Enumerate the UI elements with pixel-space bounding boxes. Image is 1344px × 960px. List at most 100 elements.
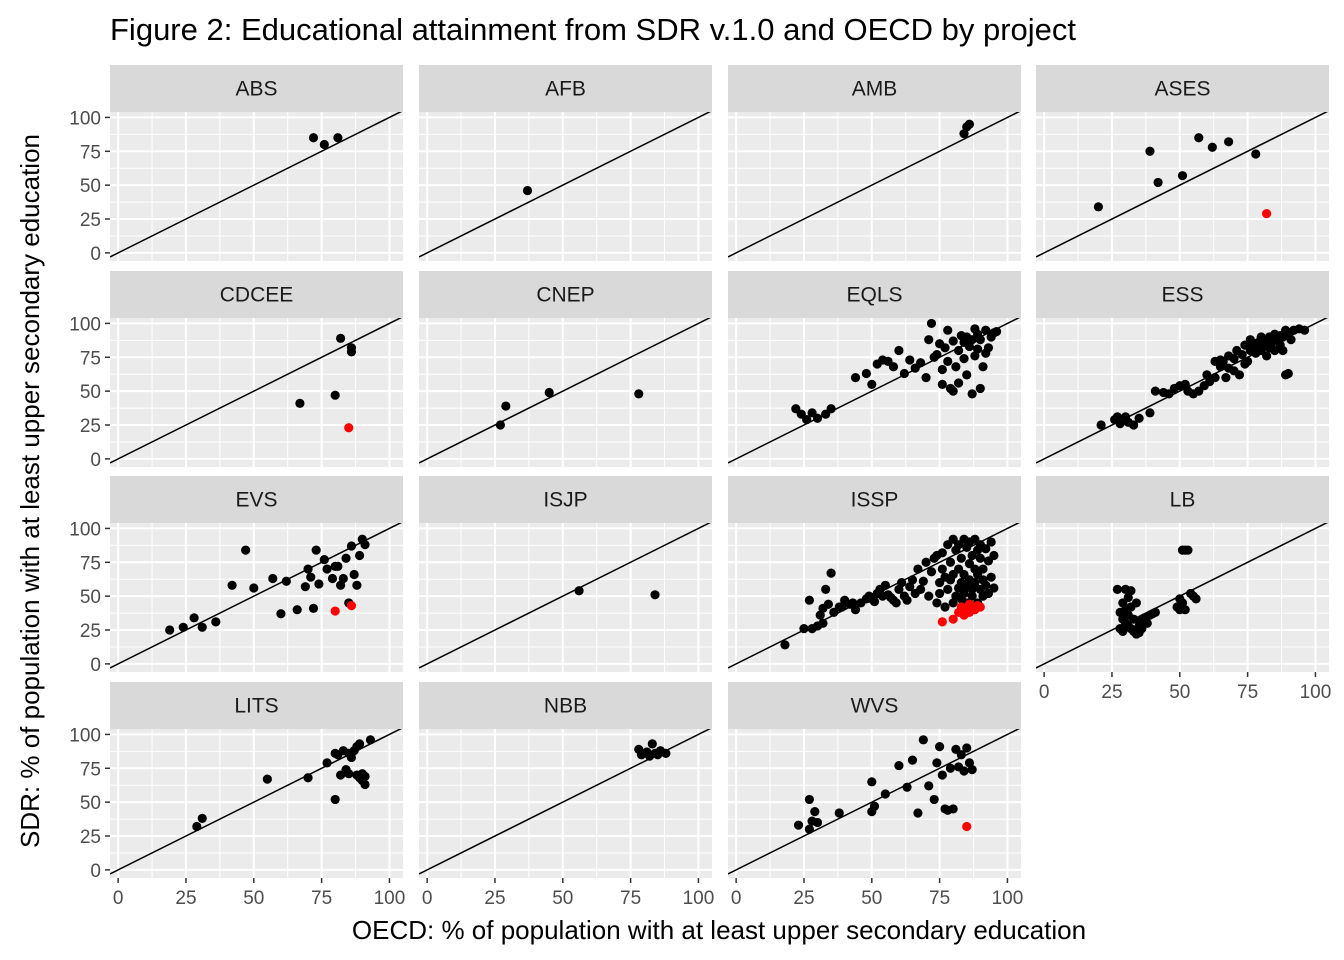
- data-point: [322, 564, 332, 574]
- data-point: [352, 580, 362, 590]
- y-tick-label: 25: [80, 416, 101, 437]
- data-point: [981, 325, 991, 335]
- x-tick-label: 25: [175, 888, 196, 909]
- reference-line: [419, 523, 711, 669]
- reference-line: [419, 318, 711, 464]
- data-point: [211, 617, 221, 627]
- data-point: [1262, 351, 1272, 361]
- facet-label-issp: ISSP: [851, 489, 899, 512]
- facet-label-ess: ESS: [1161, 284, 1203, 307]
- data-point: [1191, 594, 1201, 604]
- data-point: [1115, 419, 1125, 429]
- data-point: [826, 404, 836, 414]
- data-point: [1142, 618, 1152, 628]
- data-point: [918, 735, 928, 745]
- data-point: [1237, 349, 1247, 360]
- facets-layer: ABS 0 25 50 75 100 AFB AMB ASES CDCEE 0 25 50 75 100 CN…: [69, 65, 1331, 909]
- data-point: [1194, 133, 1204, 143]
- data-point: [981, 580, 991, 590]
- x-axis-title: OECD: % of population with at least uppe…: [352, 915, 1086, 945]
- data-point: [869, 801, 880, 811]
- x-axis: 0 25 50 75 100: [113, 878, 405, 909]
- data-point: [902, 595, 912, 605]
- data-point: [300, 582, 310, 592]
- y-tick-label: 75: [80, 553, 101, 574]
- facet-abs: ABS 0 25 50 75 100: [69, 65, 403, 265]
- data-point: [197, 813, 207, 824]
- data-point: [937, 379, 947, 389]
- data-point: [834, 808, 844, 818]
- data-point: [935, 588, 945, 599]
- facet-strip: [110, 476, 403, 523]
- data-point: [241, 545, 251, 555]
- data-point: [308, 133, 319, 143]
- y-tick-label: 100: [69, 108, 101, 129]
- data-points: [1096, 324, 1310, 430]
- data-points: [295, 333, 357, 433]
- data-point: [967, 389, 977, 399]
- y-tick-label: 50: [80, 587, 101, 608]
- x-axis: 0 25 50 75 100: [1039, 672, 1331, 703]
- data-point: [1221, 373, 1231, 383]
- data-point: [1283, 368, 1293, 379]
- facet-label-lb: LB: [1170, 489, 1196, 512]
- data-point: [495, 420, 505, 430]
- data-point: [978, 564, 988, 574]
- data-point: [907, 575, 918, 585]
- y-tick-label: 100: [69, 314, 101, 335]
- data-point: [804, 794, 814, 805]
- y-tick-label: 75: [80, 142, 101, 163]
- data-point: [945, 763, 956, 773]
- x-tick-label: 25: [793, 888, 814, 909]
- data-point: [319, 554, 329, 565]
- data-point: [810, 807, 820, 817]
- facet-label-cdcee: CDCEE: [220, 284, 294, 307]
- data-point-highlight: [948, 614, 958, 624]
- data-point: [812, 817, 823, 828]
- data-point: [937, 548, 947, 558]
- data-point: [991, 326, 1002, 337]
- grid-lines: [110, 318, 403, 467]
- facet-cnep: CNEP: [419, 271, 712, 467]
- x-tick-label: 75: [929, 888, 950, 909]
- y-tick-label: 100: [69, 725, 101, 746]
- data-point: [962, 743, 972, 753]
- data-point: [924, 591, 934, 601]
- data-point: [295, 398, 305, 408]
- data-point: [959, 354, 969, 364]
- data-points: [634, 739, 671, 761]
- grid-lines: [1036, 112, 1329, 261]
- facet-label-lits: LITS: [234, 695, 278, 718]
- data-point: [1278, 345, 1288, 356]
- reference-line: [110, 318, 402, 464]
- data-point: [926, 567, 937, 577]
- data-points: [308, 133, 343, 150]
- data-points: [1093, 133, 1272, 219]
- facet-strip: [110, 65, 403, 112]
- data-point: [913, 808, 923, 818]
- data-point: [780, 640, 790, 650]
- data-point: [1145, 146, 1155, 156]
- grid-lines: [419, 523, 712, 672]
- x-tick-label: 50: [552, 888, 573, 909]
- data-point: [330, 390, 340, 400]
- facet-strip: [110, 682, 403, 729]
- data-point: [319, 139, 329, 150]
- facet-label-evs: EVS: [235, 489, 277, 512]
- data-point: [346, 541, 357, 551]
- data-point: [306, 572, 316, 582]
- x-tick-label: 0: [1039, 682, 1050, 703]
- data-point: [945, 557, 956, 567]
- facet-strip: [419, 65, 712, 112]
- data-point: [303, 564, 313, 574]
- data-point: [349, 569, 359, 580]
- data-point: [926, 318, 937, 329]
- data-point: [916, 584, 926, 594]
- data-point-highlight: [346, 601, 357, 611]
- facet-label-abs: ABS: [235, 78, 277, 101]
- data-point-highlight: [330, 606, 340, 616]
- grid-lines: [728, 112, 1021, 261]
- y-tick-label: 50: [80, 793, 101, 814]
- facet-strip: [728, 476, 1021, 523]
- y-axis: 0 25 50 75 100: [69, 725, 110, 882]
